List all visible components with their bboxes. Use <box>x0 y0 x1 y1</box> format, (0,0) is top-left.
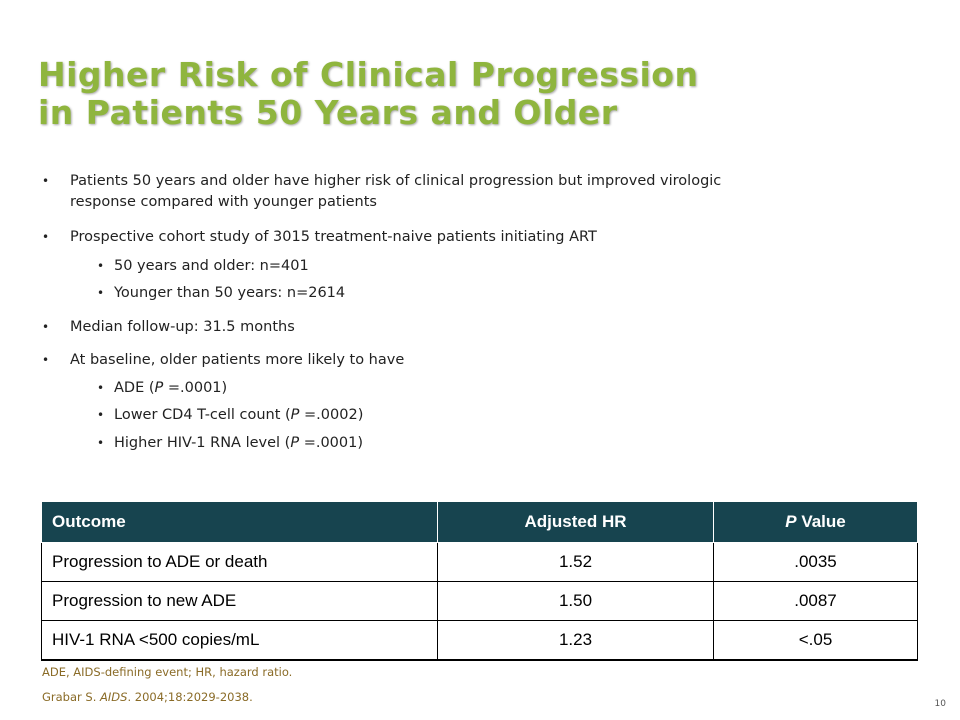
cell-adjusted-hr: 1.50 <box>437 581 714 621</box>
slide-title-line-1: Higher Risk of Clinical Progression <box>38 55 699 94</box>
bullet-text-line-2: response compared with younger patients <box>70 194 377 210</box>
bullet-icon: • <box>42 353 50 367</box>
bullet-text: Median follow-up: 31.5 months <box>70 319 295 335</box>
cell-p-value: .0087 <box>713 581 918 621</box>
page-number: 10 <box>934 699 946 709</box>
slide-title-line-2: in Patients 50 Years and Older <box>38 93 618 132</box>
column-header-outcome: Outcome <box>41 501 438 543</box>
table-row: Progression to new ADE 1.50 .0087 <box>41 581 918 621</box>
sub-bullet-item: • ADE (P =.0001) <box>97 378 228 399</box>
citation: Grabar S. AIDS. 2004;18:2029-2038. <box>42 690 253 704</box>
column-header-adjusted-hr: Adjusted HR <box>437 501 714 543</box>
cell-p-value: .0035 <box>713 542 918 582</box>
cell-adjusted-hr: 1.52 <box>437 542 714 582</box>
bullet-item: • Patients 50 years and older have highe… <box>42 171 722 213</box>
bullet-icon: • <box>97 408 105 422</box>
sub-bullet-item: • Lower CD4 T-cell count (P =.0002) <box>97 405 364 426</box>
column-header-p-value: P Value <box>713 501 918 543</box>
sub-bullet-item: • Higher HIV-1 RNA level (P =.0001) <box>97 433 364 454</box>
table-row: HIV-1 RNA <500 copies/mL 1.23 <.05 <box>41 620 918 661</box>
bullet-text: At baseline, older patients more likely … <box>70 352 405 368</box>
bullet-text: Younger than 50 years: n=2614 <box>114 285 346 301</box>
footnote-abbreviations: ADE, AIDS-defining event; HR, hazard rat… <box>42 665 293 679</box>
bullet-text-line-1: Patients 50 years and older have higher … <box>70 173 722 189</box>
sub-bullet-item: • 50 years and older: n=401 <box>97 256 309 277</box>
cell-outcome: Progression to ADE or death <box>41 542 438 582</box>
sub-bullet-item: • Younger than 50 years: n=2614 <box>97 283 346 304</box>
cell-p-value: <.05 <box>713 620 918 661</box>
bullet-icon: • <box>42 230 50 244</box>
bullet-icon: • <box>97 436 105 450</box>
bullet-icon: • <box>97 259 105 273</box>
results-table: Outcome Adjusted HR P Value Progression … <box>41 501 918 661</box>
bullet-text: Lower CD4 T-cell count (P =.0002) <box>114 407 364 423</box>
table-header-row: Outcome Adjusted HR P Value <box>41 501 918 543</box>
bullet-item: • Median follow-up: 31.5 months <box>42 317 295 338</box>
bullet-icon: • <box>42 320 50 334</box>
bullet-text: ADE (P =.0001) <box>114 380 228 396</box>
bullet-item: • Prospective cohort study of 3015 treat… <box>42 227 597 248</box>
bullet-text: 50 years and older: n=401 <box>114 258 309 274</box>
cell-outcome: Progression to new ADE <box>41 581 438 621</box>
slide-title: Higher Risk of Clinical Progression in P… <box>38 56 918 132</box>
bullet-text: Prospective cohort study of 3015 treatme… <box>70 229 597 245</box>
bullet-icon: • <box>97 286 105 300</box>
bullet-item: • At baseline, older patients more likel… <box>42 350 405 371</box>
bullet-icon: • <box>97 381 105 395</box>
cell-adjusted-hr: 1.23 <box>437 620 714 661</box>
table-row: Progression to ADE or death 1.52 .0035 <box>41 542 918 582</box>
bullet-text: Higher HIV-1 RNA level (P =.0001) <box>114 435 364 451</box>
cell-outcome: HIV-1 RNA <500 copies/mL <box>41 620 438 661</box>
bullet-icon: • <box>42 174 50 188</box>
